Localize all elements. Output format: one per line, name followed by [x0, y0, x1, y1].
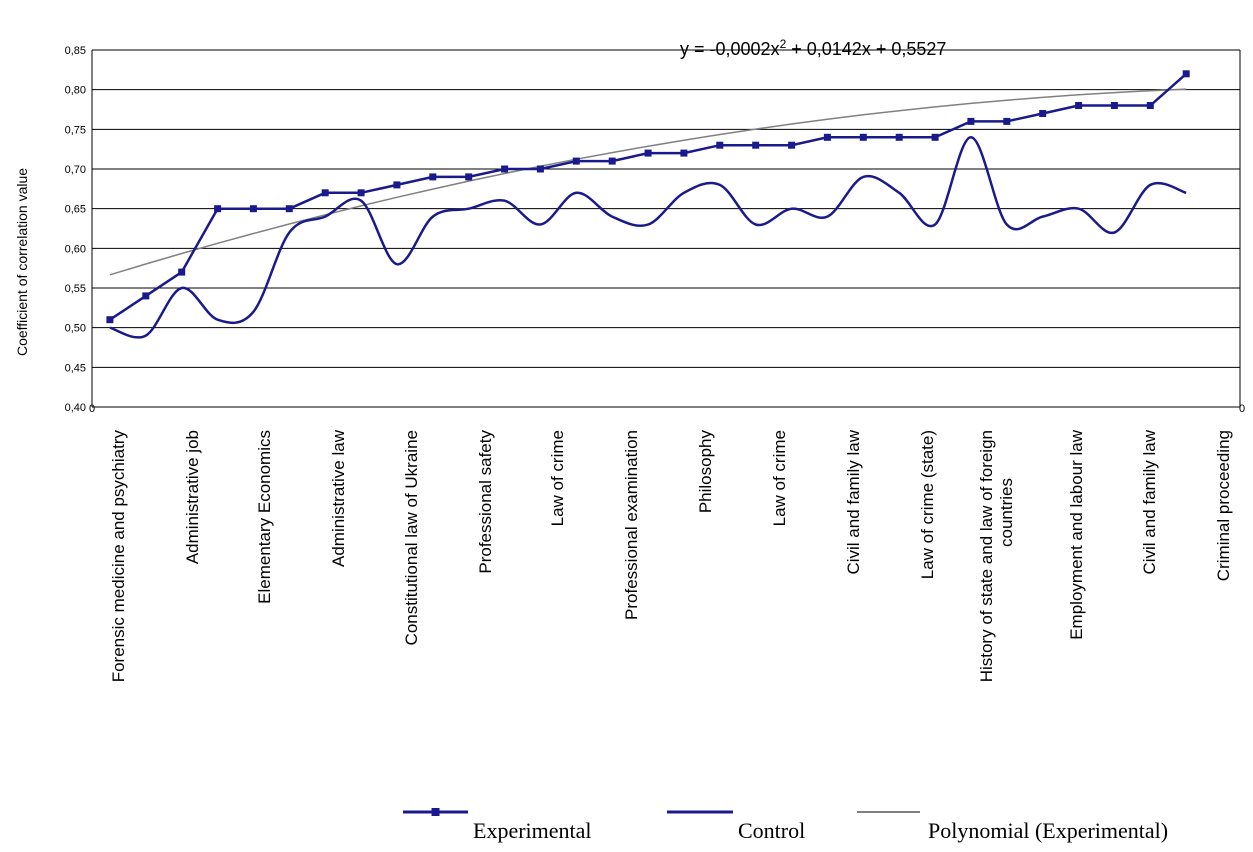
series-experimental-line — [109, 72, 1188, 321]
category-label: Forensic medicine and psychiatry — [109, 430, 128, 683]
category-label-line: Administrative job — [183, 430, 202, 564]
category-label: Professional examination — [622, 430, 641, 620]
experimental-point — [752, 141, 760, 149]
equation-part: y = -0,0002x — [680, 39, 780, 59]
category-label: Constitutional law of Ukraine — [402, 430, 421, 645]
category-label-line: Law of crime (state) — [918, 430, 937, 579]
y-tick-label: 0,55 — [65, 283, 86, 295]
legend-label: Experimental — [473, 818, 592, 843]
legend-label: Control — [738, 818, 805, 843]
y-tick-label: 0,50 — [65, 323, 86, 335]
category-label-line: Law of crime — [770, 430, 789, 526]
experimental-point — [106, 316, 114, 324]
category-label: Law of crime — [770, 430, 789, 526]
legend-label: Polynomial (Experimental) — [928, 818, 1168, 843]
category-label: Administrative job — [183, 430, 202, 564]
experimental-point — [1039, 110, 1047, 117]
experimental-point — [1146, 102, 1154, 109]
experimental-point — [249, 205, 257, 213]
experimental-point — [680, 149, 688, 157]
experimental-point — [393, 181, 401, 189]
experimental-point — [285, 205, 293, 213]
category-labels: Forensic medicine and psychiatry Administ… — [109, 429, 1233, 682]
y-tick-label: 0,60 — [65, 243, 86, 255]
y-axis-label: Coefficient of correlation value — [14, 168, 30, 356]
y-tick-label: 0,65 — [65, 204, 86, 216]
category-label-line: Professional examination — [622, 430, 641, 620]
experimental-point — [357, 189, 365, 197]
series-control-line — [109, 136, 1187, 339]
category-label: Law of crime (state) — [918, 430, 937, 579]
category-label: History of state and law of foreigncount… — [977, 430, 1016, 682]
category-label: Civil and family law — [844, 429, 863, 574]
experimental-point — [895, 133, 903, 141]
experimental-point — [1182, 70, 1190, 78]
series-layer — [106, 70, 1190, 339]
category-label-line: Criminal proceeding — [1214, 430, 1233, 581]
category-label: Elementary Economics — [255, 430, 274, 604]
experimental-point — [716, 141, 724, 149]
experimental-point — [321, 189, 329, 197]
experimental-point — [1110, 102, 1118, 109]
category-label: Criminal proceeding — [1214, 430, 1233, 581]
experimental-point — [644, 149, 652, 157]
y-tick-label: 0,70 — [65, 164, 86, 176]
series-polynomial-line — [109, 88, 1187, 276]
experimental-point — [1075, 102, 1083, 109]
y-tick-label: 0,75 — [65, 124, 86, 136]
legend-marker — [431, 808, 440, 816]
category-label-line: History of state and law of foreign — [977, 430, 996, 682]
category-label-line: Constitutional law of Ukraine — [402, 430, 421, 645]
y-tick-labels: 0,40 0,45 0,50 0,55 0,60 0,65 0,70 0,75 0,80 0,85 — [65, 45, 86, 414]
category-label-line: Employment and labour law — [1067, 429, 1086, 640]
experimental-point — [214, 205, 222, 213]
experimental-point — [608, 157, 616, 165]
y-tick-label: 0,80 — [65, 85, 86, 97]
category-label-line: Civil and family law — [1140, 429, 1159, 574]
category-label: Philosophy — [696, 430, 715, 514]
category-label-line: Philosophy — [696, 430, 715, 514]
category-label: Administrative law — [329, 429, 348, 567]
experimental-point — [465, 173, 473, 181]
experimental-point — [536, 165, 544, 173]
experimental-point — [823, 133, 831, 141]
category-label-line: Forensic medicine and psychiatry — [109, 430, 128, 683]
equation-superscript: 2 — [780, 37, 787, 51]
x-end-label: 0 — [89, 403, 95, 415]
category-label-line: countries — [997, 478, 1016, 547]
equation-part: + 0,0142x + 0,5527 — [786, 39, 946, 59]
legend: Experimental Control Polynomial (Experimen… — [403, 808, 1168, 843]
experimental-point — [501, 165, 509, 173]
experimental-point — [967, 117, 975, 125]
category-label: Professional safety — [476, 430, 495, 574]
category-label-line: Law of crime — [548, 430, 567, 526]
x-end-label: 0 — [1239, 403, 1245, 415]
experimental-point — [178, 268, 186, 276]
y-tick-label: 0,45 — [65, 362, 86, 374]
y-tick-label: 0,40 — [65, 402, 86, 414]
category-label: Employment and labour law — [1067, 429, 1086, 640]
experimental-point — [142, 292, 150, 300]
experimental-point — [429, 173, 437, 181]
experimental-point — [1003, 117, 1011, 125]
category-label-line: Elementary Economics — [255, 430, 274, 604]
experimental-point — [788, 141, 796, 149]
trend-equation: y = -0,0002x2 + 0,0142x + 0,5527 — [680, 37, 946, 59]
category-label: Law of crime — [548, 430, 567, 526]
experimental-point — [931, 133, 939, 141]
category-label-line: Civil and family law — [844, 429, 863, 574]
experimental-point — [572, 157, 580, 165]
category-label-line: Professional safety — [476, 430, 495, 574]
category-label: Civil and family law — [1140, 429, 1159, 574]
experimental-point — [859, 133, 867, 141]
category-label-line: Administrative law — [329, 429, 348, 567]
y-tick-label: 0,85 — [65, 45, 86, 57]
